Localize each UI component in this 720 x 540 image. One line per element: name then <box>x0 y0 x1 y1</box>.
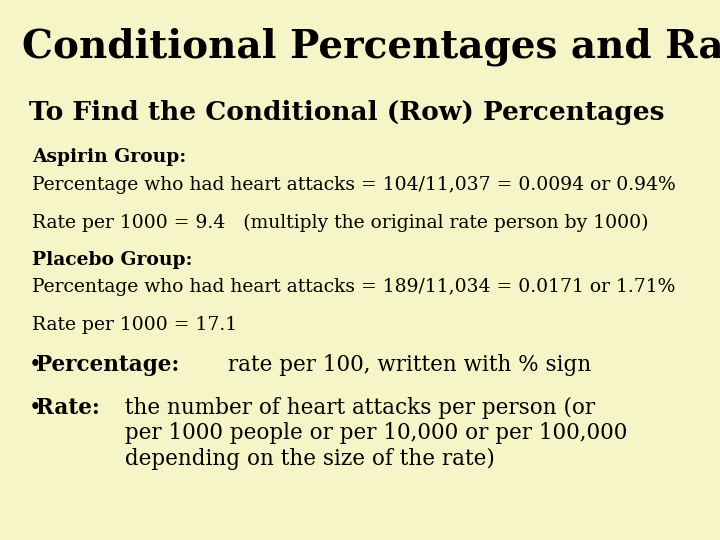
Text: •: • <box>29 354 42 376</box>
Text: •: • <box>29 397 42 419</box>
Text: Percentage:: Percentage: <box>36 354 179 376</box>
Text: To Find the Conditional (Row) Percentages: To Find the Conditional (Row) Percentage… <box>29 100 665 125</box>
Text: rate per 100, written with % sign: rate per 100, written with % sign <box>221 354 591 376</box>
Text: Rate per 1000 = 17.1: Rate per 1000 = 17.1 <box>32 316 238 334</box>
Text: Rate per 1000 = 9.4   (multiply the original rate person by 1000): Rate per 1000 = 9.4 (multiply the origin… <box>32 213 649 232</box>
Text: Rate:: Rate: <box>36 397 100 419</box>
Text: Conditional Percentages and Rates: Conditional Percentages and Rates <box>22 27 720 65</box>
Text: Percentage who had heart attacks = 189/11,034 = 0.0171 or 1.71%: Percentage who had heart attacks = 189/1… <box>32 278 676 296</box>
Text: Aspirin Group:: Aspirin Group: <box>32 148 186 166</box>
Text: the number of heart attacks per person (or
 per 1000 people or per 10,000 or per: the number of heart attacks per person (… <box>118 397 628 470</box>
Text: Placebo Group:: Placebo Group: <box>32 251 193 269</box>
Text: Percentage who had heart attacks = 104/11,037 = 0.0094 or 0.94%: Percentage who had heart attacks = 104/1… <box>32 176 676 193</box>
